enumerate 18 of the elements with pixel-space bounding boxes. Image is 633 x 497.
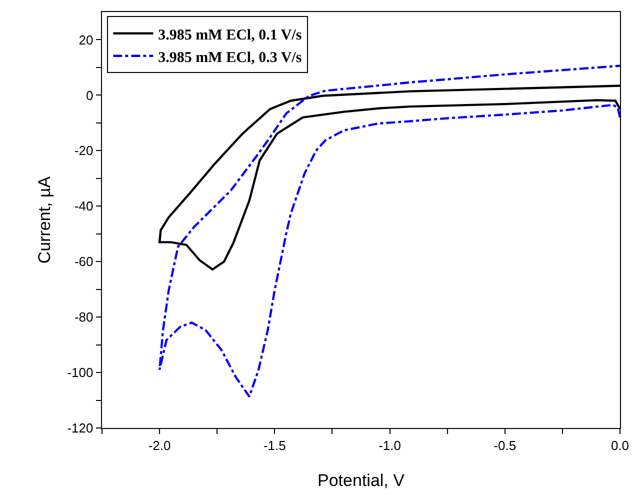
y-tick-label: -100 xyxy=(67,365,94,380)
line-series xyxy=(158,64,620,398)
legend-label: 3.985 mM ECl, 0.1 V/s xyxy=(158,27,302,44)
y-tick-label: -60 xyxy=(74,254,94,270)
y-tick-label: -80 xyxy=(74,310,94,325)
y-tick-label: -40 xyxy=(74,198,94,214)
y-tick-label: -120 xyxy=(67,420,94,436)
x-tick-label: -1.0 xyxy=(378,438,401,453)
y-tick-label: 0 xyxy=(86,88,94,103)
y-tick-label: 20 xyxy=(78,32,94,48)
x-tick-label: -2.0 xyxy=(148,438,171,453)
x-axis-title: Potential, V xyxy=(318,471,406,490)
x-tick-label: -0.5 xyxy=(494,438,516,453)
legend-label: 3.985 mM ECl, 0.3 V/s xyxy=(158,50,302,66)
y-axis-title: Current, µA xyxy=(34,176,54,264)
x-tick-label: -1.5 xyxy=(263,438,286,453)
y-tick-label: -20 xyxy=(74,143,94,158)
x-tick-label: 0.0 xyxy=(610,438,630,453)
